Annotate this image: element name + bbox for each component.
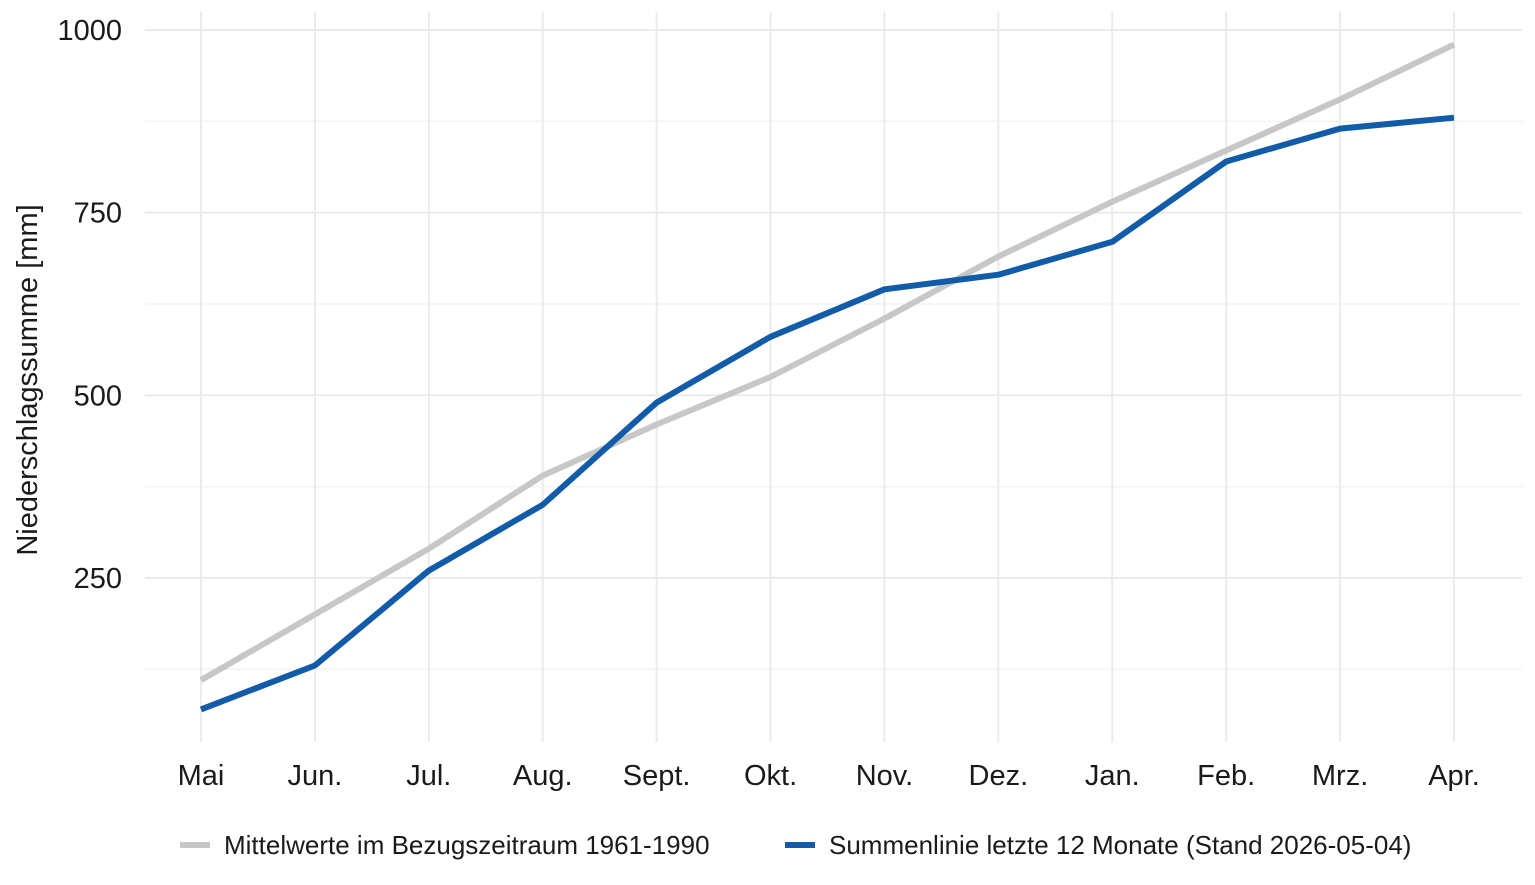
x-tick-label: Jan. [1085,760,1140,792]
y-axis-ticks: 250 500 750 1000 [57,15,122,595]
y-tick-label: 750 [74,198,122,230]
x-tick-label: Feb. [1197,760,1255,792]
x-tick-label: Jun. [287,760,342,792]
x-tick-label: Nov. [856,760,913,792]
x-tick-label: Dez. [969,760,1029,792]
x-tick-label: Mrz. [1312,760,1368,792]
x-tick-label: Mai [178,760,225,792]
y-axis-label: Niederschlagssumme [mm] [12,204,44,555]
series-line-1 [199,41,1456,683]
x-tick-label: Sept. [623,760,691,792]
y-tick-label: 250 [74,563,122,595]
legend-label-2: Summenlinie letzte 12 Monate (Stand 2026… [829,830,1411,860]
x-tick-label: Aug. [513,760,573,792]
y-tick-label: 500 [74,380,122,412]
series-line-2 [199,114,1455,713]
legend-label-1: Mittelwerte im Bezugszeitraum 1961-1990 [224,830,710,860]
series-lines [199,41,1456,713]
y-tick-label: 1000 [57,15,122,47]
x-tick-label: Okt. [744,760,797,792]
x-tick-label: Jul. [406,760,451,792]
legend: Mittelwerte im Bezugszeitraum 1961-1990 S… [180,830,1411,860]
x-axis-ticks: Mai Jun. Jul. Aug. Sept. Okt. Nov. Dez. Jan. Feb.… [178,760,1480,792]
x-tick-label: Apr. [1428,760,1480,792]
